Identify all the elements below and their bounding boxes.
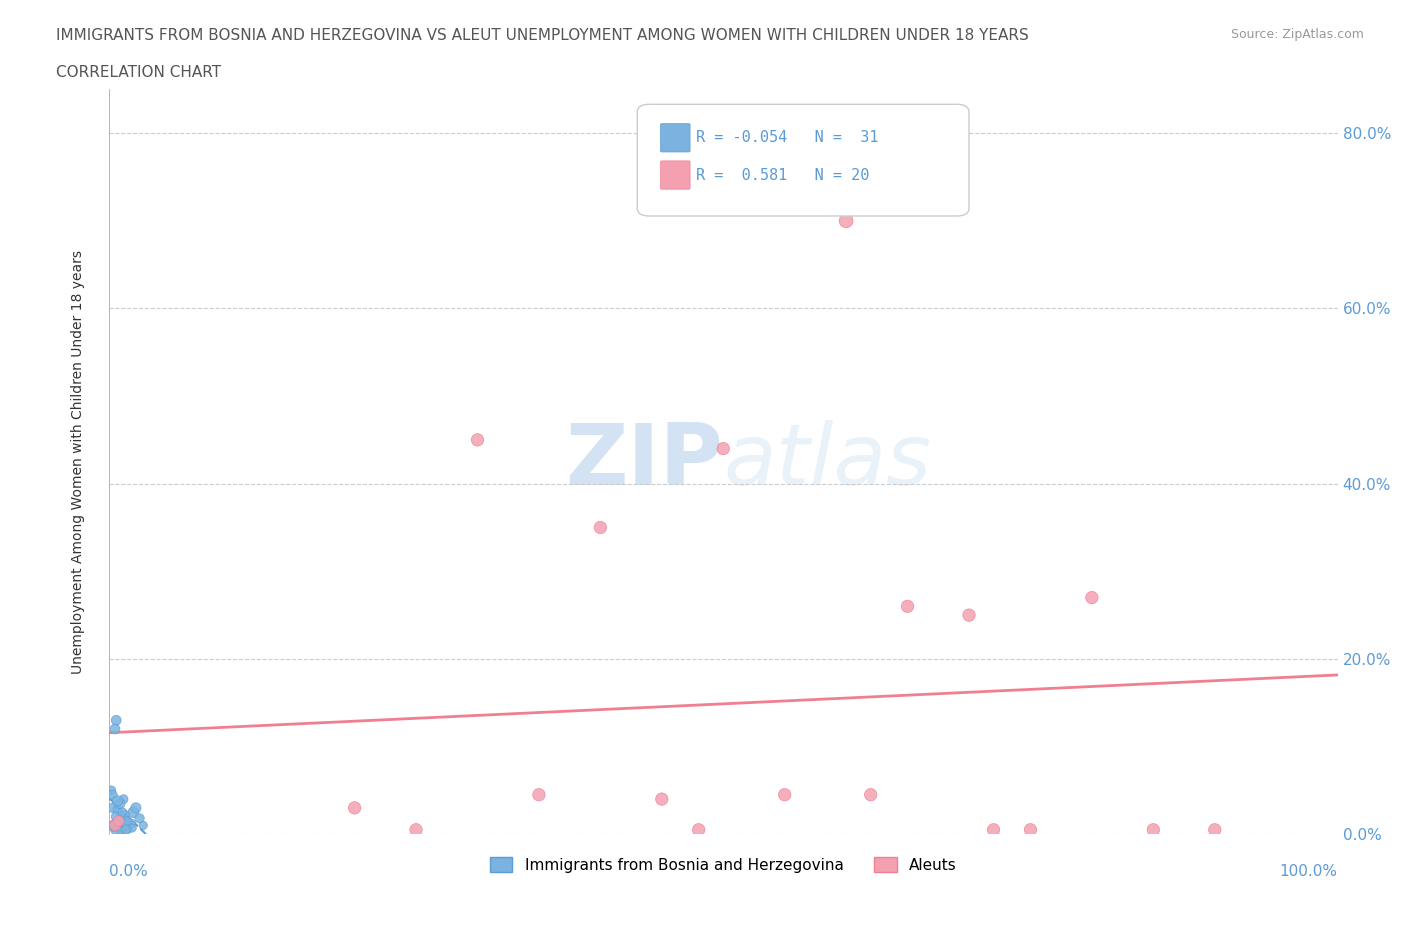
Point (121, 820, 143, 835)
Text: IMMIGRANTS FROM BOSNIA AND HERZEGOVINA VS ALEUT UNEMPLOYMENT AMONG WOMEN WITH CH: IMMIGRANTS FROM BOSNIA AND HERZEGOVINA V… (56, 28, 1029, 43)
Text: Source: ZipAtlas.com: Source: ZipAtlas.com (1230, 28, 1364, 41)
Point (983, 822, 1005, 837)
Point (107, 818, 129, 833)
Point (688, 822, 710, 837)
Point (107, 803, 129, 817)
Point (132, 818, 155, 833)
Point (120, 817, 142, 831)
Point (405, 822, 427, 837)
Point (711, 441, 734, 456)
Point (101, 801, 124, 816)
Point (107, 814, 129, 829)
Point (1019, 822, 1042, 837)
Point (110, 809, 132, 824)
Point (104, 722, 127, 737)
Text: ZIP: ZIP (565, 420, 723, 503)
Point (104, 818, 127, 833)
Point (527, 788, 550, 803)
Point (128, 811, 150, 826)
Text: R = -0.054   N =  31: R = -0.054 N = 31 (696, 130, 879, 145)
Point (100, 783, 122, 798)
Point (103, 819, 125, 834)
Point (108, 796, 131, 811)
Point (125, 801, 148, 816)
Legend: Immigrants from Bosnia and Herzegovina, Aleuts: Immigrants from Bosnia and Herzegovina, … (484, 850, 963, 879)
Point (859, 788, 882, 803)
Point (107, 793, 129, 808)
Point (108, 813, 131, 828)
Y-axis label: Unemployment Among Women with Children Under 18 years: Unemployment Among Women with Children U… (72, 250, 86, 673)
Point (117, 814, 139, 829)
Point (114, 807, 136, 822)
Point (105, 712, 128, 727)
Point (112, 791, 135, 806)
Point (343, 801, 366, 816)
Point (101, 788, 124, 803)
Point (111, 824, 134, 839)
Point (773, 788, 796, 803)
Text: 100.0%: 100.0% (1279, 864, 1337, 879)
Point (103, 817, 125, 832)
Point (1204, 822, 1226, 837)
Point (110, 823, 132, 838)
Point (107, 818, 129, 833)
Point (111, 804, 134, 819)
Point (105, 809, 128, 824)
Text: R =  0.581   N = 20: R = 0.581 N = 20 (696, 167, 869, 182)
Point (104, 822, 127, 837)
Point (115, 822, 138, 837)
Point (835, 213, 858, 228)
FancyBboxPatch shape (661, 161, 690, 189)
Point (1081, 591, 1104, 605)
Text: 0.0%: 0.0% (108, 864, 148, 879)
Point (1142, 822, 1164, 837)
Point (117, 814, 139, 829)
Text: CORRELATION CHART: CORRELATION CHART (56, 65, 221, 80)
Point (589, 520, 612, 535)
Point (122, 804, 145, 819)
Point (651, 791, 673, 806)
Text: atlas: atlas (723, 420, 931, 503)
Point (467, 432, 489, 447)
Point (957, 607, 980, 622)
FancyBboxPatch shape (661, 124, 690, 152)
FancyBboxPatch shape (637, 104, 969, 216)
Point (896, 599, 918, 614)
Point (117, 821, 139, 836)
